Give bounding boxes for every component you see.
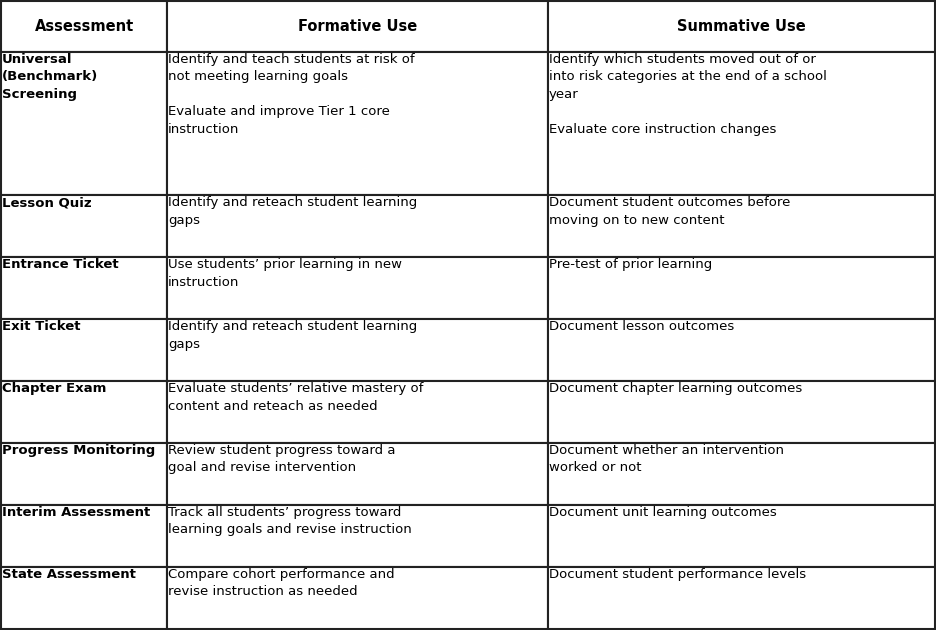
Text: Summative Use: Summative Use bbox=[677, 19, 806, 34]
Bar bbox=[548, 505, 935, 567]
Text: State Assessment: State Assessment bbox=[2, 568, 136, 581]
Bar bbox=[168, 1, 548, 52]
Text: Formative Use: Formative Use bbox=[299, 19, 417, 34]
Bar bbox=[548, 52, 935, 195]
Text: Compare cohort performance and
revise instruction as needed: Compare cohort performance and revise in… bbox=[168, 568, 395, 598]
Text: Lesson Quiz: Lesson Quiz bbox=[2, 197, 92, 209]
Text: Document lesson outcomes: Document lesson outcomes bbox=[549, 320, 734, 333]
Bar bbox=[1, 381, 168, 443]
Bar bbox=[168, 567, 548, 629]
Bar bbox=[1, 195, 168, 257]
Text: Document chapter learning outcomes: Document chapter learning outcomes bbox=[549, 382, 802, 395]
Text: Track all students’ progress toward
learning goals and revise instruction: Track all students’ progress toward lear… bbox=[168, 506, 412, 536]
Bar bbox=[1, 567, 168, 629]
Bar bbox=[548, 319, 935, 381]
Bar bbox=[168, 257, 548, 319]
Bar bbox=[548, 257, 935, 319]
Bar bbox=[1, 52, 168, 195]
Bar bbox=[168, 319, 548, 381]
Text: Document student outcomes before
moving on to new content: Document student outcomes before moving … bbox=[549, 197, 790, 227]
Text: Universal
(Benchmark)
Screening: Universal (Benchmark) Screening bbox=[2, 52, 98, 101]
Text: Progress Monitoring: Progress Monitoring bbox=[2, 444, 155, 457]
Text: Document whether an intervention
worked or not: Document whether an intervention worked … bbox=[549, 444, 784, 474]
Bar bbox=[548, 1, 935, 52]
Bar bbox=[168, 195, 548, 257]
Text: Pre-test of prior learning: Pre-test of prior learning bbox=[549, 258, 712, 271]
Bar bbox=[1, 1, 168, 52]
Text: Chapter Exam: Chapter Exam bbox=[2, 382, 107, 395]
Bar bbox=[548, 443, 935, 505]
Text: Exit Ticket: Exit Ticket bbox=[2, 320, 80, 333]
Bar bbox=[168, 52, 548, 195]
Text: Review student progress toward a
goal and revise intervention: Review student progress toward a goal an… bbox=[168, 444, 396, 474]
Bar bbox=[168, 505, 548, 567]
Bar bbox=[1, 257, 168, 319]
Text: Identify which students moved out of or
into risk categories at the end of a sch: Identify which students moved out of or … bbox=[549, 52, 826, 135]
Text: Identify and reteach student learning
gaps: Identify and reteach student learning ga… bbox=[168, 197, 417, 227]
Text: Assessment: Assessment bbox=[35, 19, 134, 34]
Bar bbox=[1, 319, 168, 381]
Bar bbox=[548, 567, 935, 629]
Text: Document student performance levels: Document student performance levels bbox=[549, 568, 806, 581]
Text: Evaluate students’ relative mastery of
content and reteach as needed: Evaluate students’ relative mastery of c… bbox=[168, 382, 423, 413]
Text: Interim Assessment: Interim Assessment bbox=[2, 506, 150, 519]
Bar bbox=[1, 505, 168, 567]
Text: Use students’ prior learning in new
instruction: Use students’ prior learning in new inst… bbox=[168, 258, 402, 289]
Text: Identify and teach students at risk of
not meeting learning goals

Evaluate and : Identify and teach students at risk of n… bbox=[168, 52, 415, 135]
Bar bbox=[168, 381, 548, 443]
Text: Document unit learning outcomes: Document unit learning outcomes bbox=[549, 506, 777, 519]
Bar bbox=[548, 381, 935, 443]
Bar bbox=[168, 443, 548, 505]
Bar bbox=[548, 195, 935, 257]
Bar bbox=[1, 443, 168, 505]
Text: Entrance Ticket: Entrance Ticket bbox=[2, 258, 119, 271]
Text: Identify and reteach student learning
gaps: Identify and reteach student learning ga… bbox=[168, 320, 417, 351]
